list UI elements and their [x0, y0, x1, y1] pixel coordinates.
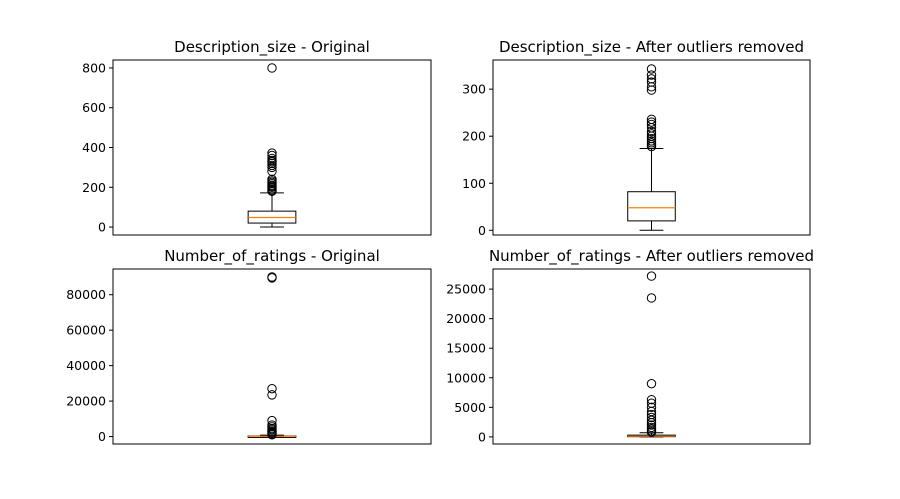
outlier-point [646, 129, 657, 139]
y-tick-label: 80000 [66, 287, 106, 302]
axes-frame [112, 268, 432, 445]
outlier-point [646, 133, 657, 144]
outlier-point [646, 420, 657, 430]
outlier-point [646, 293, 657, 303]
y-tick-label: 200 [462, 129, 486, 144]
y-tick-label: 5000 [454, 400, 486, 415]
outlier-point [646, 271, 657, 281]
outlier-point [646, 394, 657, 405]
subplot-ratings-after: Number_of_ratings - After outliers remov… [446, 247, 814, 445]
outlier-point [646, 117, 657, 127]
outlier-point [267, 383, 277, 394]
subplot-title: Number_of_ratings - Original [164, 247, 380, 266]
outlier-point [646, 70, 657, 80]
outlier-point [646, 126, 657, 137]
y-tick-label: 20000 [66, 394, 106, 409]
y-tick-label: 400 [82, 140, 106, 155]
outlier-point [646, 64, 657, 74]
outlier-point [267, 415, 277, 426]
outlier-point [646, 378, 657, 389]
outlier-point [646, 402, 657, 413]
outlier-point [267, 420, 277, 430]
outlier-point [267, 153, 277, 164]
y-tick-label: 0 [98, 429, 106, 444]
outlier-point [646, 409, 657, 420]
y-tick-label: 100 [462, 176, 486, 191]
y-tick-label: 25000 [446, 282, 486, 297]
outlier-point [267, 272, 277, 282]
outlier-point [646, 398, 657, 408]
axes-frame [112, 59, 432, 236]
outlier-point [646, 119, 657, 130]
y-tick-label: 60000 [66, 323, 106, 338]
subplot-description-size-original: Description_size - Original 0 200 400 600 800 [82, 38, 432, 236]
axes-frame [492, 268, 811, 445]
subplot-ratings-original: Number_of_ratings - Original 0 20000 40000 6… [66, 247, 432, 445]
y-tick-label: 40000 [66, 358, 106, 373]
outlier-point [267, 148, 277, 158]
outlier-point [646, 77, 657, 87]
y-tick-label: 0 [98, 220, 106, 235]
subplot-description-size-after: Description_size - After outliers remove… [462, 38, 811, 238]
y-tick-label: 0 [478, 223, 486, 238]
y-tick-label: 0 [478, 429, 486, 444]
y-tick-label: 300 [462, 82, 486, 97]
y-tick-label: 15000 [446, 341, 486, 356]
outlier-point [646, 412, 657, 423]
y-tick-label: 800 [82, 60, 106, 75]
subplot-title: Number_of_ratings - After outliers remov… [489, 247, 814, 266]
outlier-point [646, 136, 657, 146]
subplot-title: Description_size - Original [174, 38, 370, 57]
outlier-point [646, 422, 657, 433]
outlier-point [267, 63, 277, 73]
outlier-point [267, 390, 277, 400]
iqr-box [627, 191, 676, 222]
outlier-point [267, 150, 277, 161]
y-tick-label: 10000 [446, 370, 486, 385]
y-tick-label: 200 [82, 180, 106, 195]
axes-frame [492, 59, 811, 236]
subplot-title: Description_size - After outliers remove… [499, 38, 804, 57]
outlier-point [646, 114, 657, 124]
y-tick-label: 600 [82, 100, 106, 115]
y-tick-label: 20000 [446, 311, 486, 326]
outlier-point [646, 74, 657, 84]
